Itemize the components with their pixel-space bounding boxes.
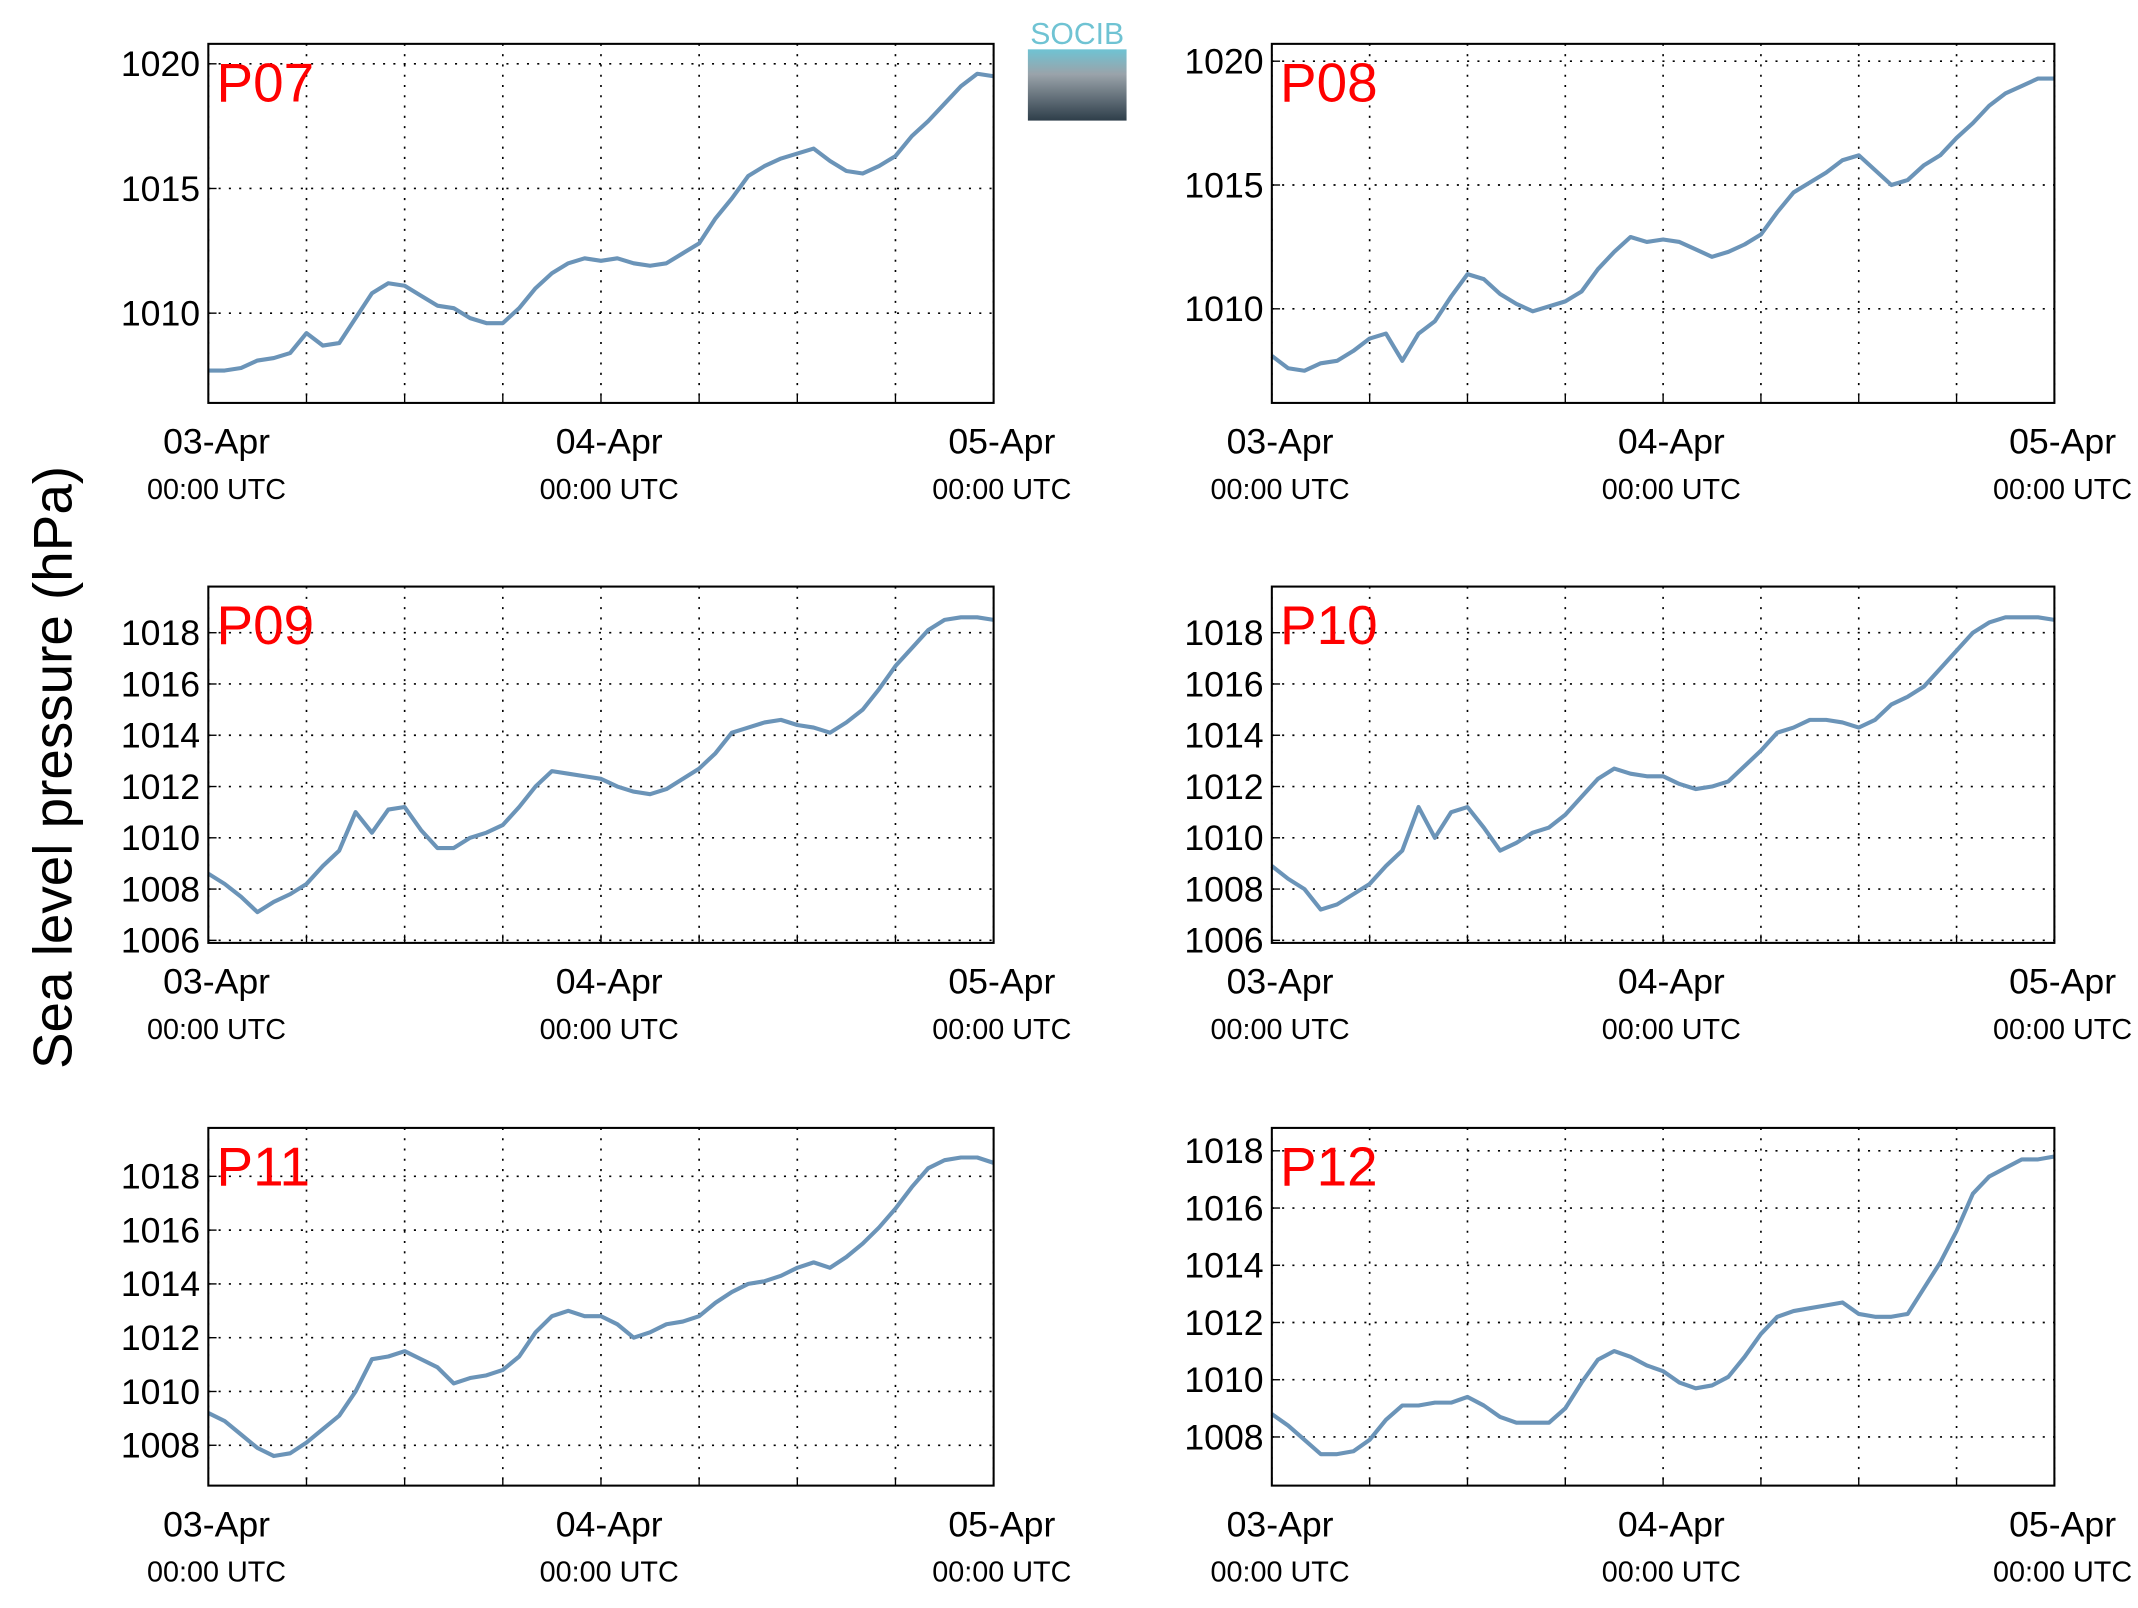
plot-frame bbox=[207, 1126, 995, 1487]
panel-title: P09 bbox=[217, 594, 315, 656]
data-line bbox=[1270, 615, 2055, 912]
plot-frame bbox=[207, 42, 995, 404]
y-tick-label: 1018 bbox=[1184, 613, 1263, 653]
y-tick-label: 1006 bbox=[121, 921, 200, 961]
y-tick-label: 1008 bbox=[121, 869, 200, 909]
y-tick-label: 1016 bbox=[1184, 664, 1263, 704]
y-tick-label: 1020 bbox=[1184, 42, 1263, 82]
y-tick-label: 1008 bbox=[1184, 1417, 1263, 1457]
logo-text: SOCIB bbox=[1030, 18, 1124, 51]
y-tick-label: 1012 bbox=[1184, 1303, 1263, 1343]
plot-frame bbox=[1270, 42, 2056, 404]
panel-title: P07 bbox=[217, 51, 315, 113]
y-tick-label: 1014 bbox=[1184, 1246, 1263, 1286]
y-tick-label: 1016 bbox=[121, 1210, 200, 1250]
x-tick-label: 04-Apr 00:00 UTC bbox=[540, 1504, 679, 1588]
y-tick-label: 1010 bbox=[121, 818, 200, 858]
y-tick-label: 1020 bbox=[121, 44, 200, 84]
y-tick-label: 1010 bbox=[1184, 1360, 1263, 1400]
y-tick-label: 1015 bbox=[121, 169, 200, 209]
logo: SOCIB bbox=[1027, 18, 1127, 121]
panel-title: P11 bbox=[217, 1135, 310, 1197]
data-line bbox=[1270, 76, 2055, 373]
y-tick-label: 1014 bbox=[121, 716, 200, 756]
y-tick-label: 1006 bbox=[1184, 921, 1263, 961]
x-tick-label: 05-Apr 00:00 UTC bbox=[932, 422, 1071, 506]
data-line bbox=[207, 615, 994, 915]
x-tick-label: 03-Apr 00:00 UTC bbox=[147, 1504, 286, 1588]
x-tick-label: 05-Apr 00:00 UTC bbox=[1993, 962, 2132, 1046]
x-tick-label: 03-Apr 00:00 UTC bbox=[1211, 1504, 1350, 1588]
x-tick-label: 05-Apr 00:00 UTC bbox=[932, 1504, 1071, 1588]
y-tick-label: 1010 bbox=[121, 293, 200, 333]
y-tick-label: 1016 bbox=[121, 664, 200, 704]
x-tick-label: 04-Apr 00:00 UTC bbox=[1602, 1504, 1741, 1588]
panel-title: P10 bbox=[1280, 594, 1378, 656]
x-tick-label: 03-Apr 00:00 UTC bbox=[1211, 422, 1350, 506]
panel-title: P12 bbox=[1280, 1135, 1378, 1197]
x-tick-label: 04-Apr 00:00 UTC bbox=[1602, 962, 1741, 1046]
y-tick-label: 1012 bbox=[1184, 767, 1263, 807]
x-tick-label: 04-Apr 00:00 UTC bbox=[540, 962, 679, 1046]
y-tick-label: 1018 bbox=[121, 1157, 200, 1197]
y-tick-label: 1008 bbox=[1184, 869, 1263, 909]
plot-frame bbox=[207, 585, 995, 944]
plot-frame bbox=[1270, 1126, 2056, 1487]
plot-frame bbox=[1270, 585, 2056, 944]
x-tick-label: 05-Apr 00:00 UTC bbox=[1993, 422, 2132, 506]
x-tick-label: 03-Apr 00:00 UTC bbox=[1211, 962, 1350, 1046]
y-tick-label: 1010 bbox=[1184, 289, 1263, 329]
y-tick-label: 1014 bbox=[121, 1264, 200, 1304]
y-tick-label: 1008 bbox=[121, 1426, 200, 1466]
x-tick-label: 04-Apr 00:00 UTC bbox=[1602, 422, 1741, 506]
panel-title: P08 bbox=[1280, 51, 1378, 113]
y-tick-label: 1012 bbox=[121, 1318, 200, 1358]
y-tick-label: 1015 bbox=[1184, 165, 1263, 205]
x-tick-label: 03-Apr 00:00 UTC bbox=[147, 422, 286, 506]
y-tick-label: 1014 bbox=[1184, 716, 1263, 756]
data-line bbox=[1270, 1154, 2055, 1457]
y-axis-label: Sea level pressure (hPa) bbox=[21, 466, 83, 1069]
x-tick-label: 03-Apr 00:00 UTC bbox=[147, 962, 286, 1046]
y-tick-label: 1012 bbox=[121, 767, 200, 807]
y-tick-label: 1010 bbox=[121, 1372, 200, 1412]
y-tick-label: 1010 bbox=[1184, 818, 1263, 858]
x-tick-label: 04-Apr 00:00 UTC bbox=[540, 422, 679, 506]
data-line bbox=[207, 1155, 995, 1459]
y-tick-label: 1016 bbox=[1184, 1188, 1263, 1228]
x-tick-label: 05-Apr 00:00 UTC bbox=[1993, 1504, 2132, 1588]
y-tick-label: 1018 bbox=[1184, 1131, 1263, 1171]
logo-image bbox=[1027, 49, 1127, 121]
data-line bbox=[208, 71, 994, 373]
y-tick-label: 1018 bbox=[121, 613, 200, 653]
x-tick-label: 05-Apr 00:00 UTC bbox=[932, 962, 1071, 1046]
